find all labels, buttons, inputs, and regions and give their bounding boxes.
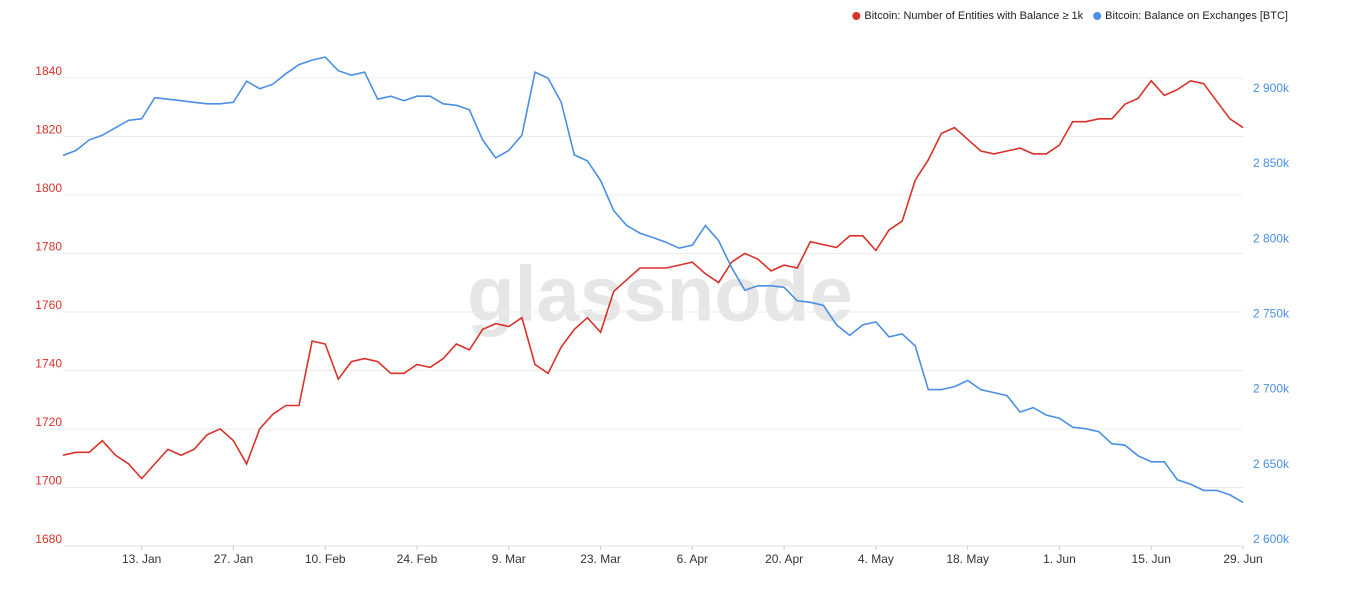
- y2-tick-label: 2 650k: [1253, 457, 1290, 471]
- y-tick-label: 1700: [35, 474, 62, 488]
- x-tick-label: 1. Jun: [1043, 552, 1076, 566]
- y-tick-label: 1820: [35, 123, 62, 137]
- y-tick-label: 1680: [35, 532, 62, 546]
- series-line: [62, 56, 1244, 504]
- y2-tick-label: 2 800k: [1253, 231, 1290, 245]
- legend-marker: [852, 12, 861, 20]
- watermark: glassnode: [467, 250, 853, 338]
- x-tick-label: 4. May: [858, 552, 894, 566]
- y2-tick-label: 2 700k: [1253, 382, 1290, 396]
- x-tick-label: 27. Jan: [214, 552, 253, 566]
- x-tick-label: 24. Feb: [397, 552, 438, 566]
- x-tick-label: 29. Jun: [1223, 552, 1262, 566]
- x-tick-label: 10. Feb: [305, 552, 346, 566]
- series-line: [62, 79, 1244, 480]
- x-tick-label: 20. Apr: [765, 552, 803, 566]
- y2-tick-label: 2 850k: [1253, 156, 1290, 170]
- x-tick-label: 15. Jun: [1132, 552, 1171, 566]
- legend-marker: [1093, 12, 1102, 20]
- x-tick-label: 18. May: [946, 552, 989, 566]
- y-tick-label: 1760: [35, 298, 62, 312]
- legend-label: Bitcoin: Number of Entities with Balance…: [864, 10, 1083, 22]
- y-tick-label: 1740: [35, 357, 62, 371]
- y-tick-label: 1780: [35, 240, 62, 254]
- x-tick-label: 13. Jan: [122, 552, 161, 566]
- y2-tick-label: 2 750k: [1253, 307, 1290, 321]
- y-tick-label: 1800: [35, 181, 62, 195]
- y-tick-label: 1720: [35, 415, 62, 429]
- y2-tick-label: 2 600k: [1253, 532, 1290, 546]
- legend-label: Bitcoin: Balance on Exchanges [BTC]: [1105, 10, 1288, 22]
- x-tick-label: 9. Mar: [492, 552, 526, 566]
- y2-tick-label: 2 900k: [1253, 81, 1290, 95]
- x-tick-label: 6. Apr: [677, 552, 708, 566]
- y-tick-label: 1840: [35, 64, 62, 78]
- x-tick-label: 23. Mar: [580, 552, 621, 566]
